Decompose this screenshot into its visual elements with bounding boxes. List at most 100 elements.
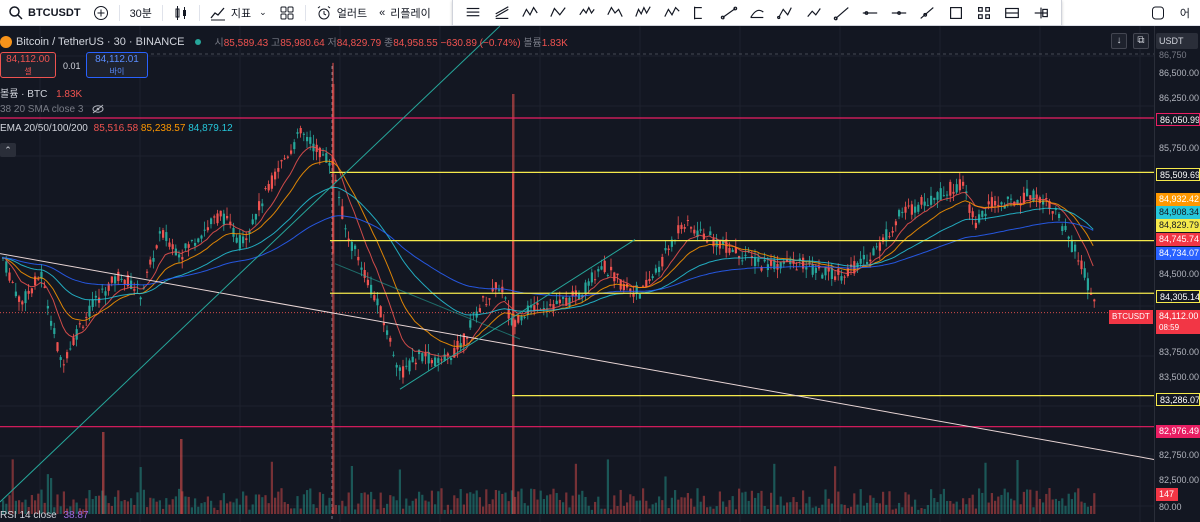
collapse-legend-button[interactable]: ⌃	[0, 143, 16, 157]
download-button[interactable]: ↓	[1111, 33, 1127, 49]
draw-tool-button[interactable]	[888, 3, 910, 23]
trend-line	[0, 26, 501, 503]
sma-legend[interactable]: 38 20 SMA close 3	[0, 104, 104, 115]
volume-bar	[1061, 498, 1064, 514]
interval-button[interactable]: 30분	[129, 7, 152, 20]
draw-tool-button[interactable]	[491, 3, 513, 23]
draw-tool-button[interactable]	[774, 3, 796, 23]
draw-tool-button[interactable]	[632, 3, 654, 23]
ema-legend[interactable]: EMA 20/50/100/200 85,516.58 85,238.57 84…	[0, 123, 233, 134]
candle-body	[875, 246, 878, 248]
candle-body	[254, 213, 257, 220]
draw-tool-button[interactable]	[803, 3, 825, 23]
replay-button[interactable]: « 리플레이	[373, 0, 437, 26]
volume-bar	[254, 494, 257, 514]
draw-tool-button[interactable]	[831, 3, 853, 23]
draw-tool-button[interactable]	[462, 3, 484, 23]
volume-bar	[747, 500, 750, 514]
chart-type-button[interactable]	[167, 0, 195, 26]
candle-body	[1058, 214, 1061, 219]
candle-body	[344, 228, 347, 230]
volume-bar	[862, 505, 865, 514]
volume-bar	[626, 502, 629, 514]
candle-body	[66, 352, 69, 359]
indicators-button[interactable]: 지표 ⌄	[204, 0, 273, 26]
volume-bar	[430, 490, 433, 514]
compare-button[interactable]	[87, 0, 115, 26]
volume-bar	[120, 501, 123, 514]
draw-tool-button[interactable]	[746, 3, 768, 23]
candle-body	[341, 206, 344, 219]
candle-body	[8, 272, 11, 281]
draw-tool-button[interactable]	[661, 3, 683, 23]
draw-tool-button[interactable]	[718, 3, 740, 23]
volume-legend[interactable]: 볼륨 · BTC 1.83K	[0, 85, 82, 100]
volume-bar	[974, 508, 977, 514]
eye-hidden-icon[interactable]	[92, 104, 104, 114]
volume-bar	[462, 504, 465, 514]
volume-bar	[1067, 493, 1070, 514]
currency-button[interactable]: USDT	[1156, 33, 1198, 49]
volume-bar	[536, 499, 539, 514]
candle-body	[133, 289, 136, 291]
volume-bar	[59, 506, 62, 514]
indicators-icon	[210, 7, 225, 20]
spread-value: 0.01	[63, 61, 81, 71]
price-chart[interactable]	[0, 26, 1154, 522]
volume-bar	[837, 491, 840, 514]
volume-bar	[635, 500, 638, 514]
rectangle-icon	[949, 6, 962, 19]
volume-bar	[885, 504, 888, 514]
candle-body	[347, 238, 350, 240]
candle-body	[443, 354, 446, 362]
volume-bar	[98, 495, 101, 514]
draw-tool-button[interactable]	[604, 3, 626, 23]
volume-bar	[818, 507, 821, 514]
candle-body	[1022, 192, 1025, 204]
candle-body	[190, 239, 193, 241]
candle-body	[69, 348, 72, 350]
maximize-button[interactable]: ⧉	[1133, 33, 1149, 49]
candle-body	[274, 171, 277, 180]
volume-bar	[664, 476, 667, 514]
draw-tool-button[interactable]	[689, 3, 711, 23]
alarm-clock-icon	[317, 5, 331, 19]
volume-bar	[171, 499, 174, 514]
draw-tool-button[interactable]	[916, 3, 938, 23]
rsi-legend[interactable]: RSI 14 close 38.87	[0, 510, 89, 521]
volume-bar	[325, 505, 328, 514]
volume-bar	[920, 508, 923, 514]
candle-body	[955, 184, 958, 193]
draw-tool-button[interactable]	[1001, 3, 1023, 23]
candle-body	[856, 262, 859, 268]
buy-button[interactable]: 84,112.01 바이	[86, 52, 148, 78]
draw-tool-button[interactable]	[859, 3, 881, 23]
volume-bar	[978, 488, 981, 514]
candle-body	[802, 257, 805, 269]
draw-tool-button[interactable]	[945, 3, 967, 23]
layout-name-button[interactable]: 어	[1062, 0, 1200, 26]
volume-bar	[302, 494, 305, 514]
volume-bar	[347, 492, 350, 514]
draw-tool-button[interactable]	[576, 3, 598, 23]
candle-body	[501, 286, 504, 293]
volume-bar	[997, 496, 1000, 514]
volume-bar	[798, 509, 801, 514]
draw-tool-button[interactable]	[973, 3, 995, 23]
alert-button[interactable]: 얼러트	[310, 0, 373, 26]
draw-tool-button[interactable]	[547, 3, 569, 23]
volume-bar	[853, 493, 856, 514]
draw-tool-button[interactable]	[1030, 3, 1052, 23]
volume-bar	[107, 503, 110, 514]
sell-button[interactable]: 84,112.00 셀	[0, 52, 56, 78]
candle-body	[555, 300, 558, 305]
symbol-search-button[interactable]: BTCUSDT	[0, 0, 87, 26]
price-axis[interactable]: 86,750 86,500.00 86,250.00 85,750.00 84,…	[1154, 26, 1200, 522]
volume-bar	[811, 507, 814, 514]
layouts-button[interactable]	[273, 0, 301, 26]
volume-bar	[824, 489, 827, 514]
draw-tool-button[interactable]	[519, 3, 541, 23]
candle-body	[94, 295, 97, 298]
volume-bar	[488, 503, 491, 514]
volume-bar	[174, 496, 177, 514]
